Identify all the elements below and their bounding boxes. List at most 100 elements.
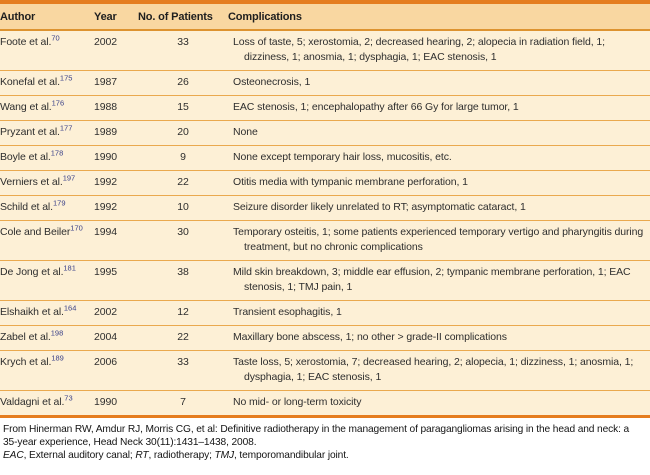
abbreviation-term: TMJ (214, 450, 235, 461)
table-header: Author Year No. of Patients Complication… (0, 4, 650, 31)
complications-cell: Temporary osteitis, 1; some patients exp… (228, 220, 650, 261)
year-cell: 2002 (94, 300, 138, 326)
complications-text: None (233, 126, 258, 138)
year-cell: 1988 (94, 95, 138, 121)
author-name: Cole and Beiler (0, 226, 71, 238)
reference-superscript: 170 (70, 223, 83, 233)
col-header-year: Year (94, 4, 138, 31)
complications-text: Otitis media with tympanic membrane perf… (233, 176, 468, 188)
patients-cell: 30 (138, 220, 228, 261)
patients-cell: 9 (138, 145, 228, 171)
complications-cell: Mild skin breakdown, 3; middle ear effus… (228, 260, 650, 301)
table-row: Zabel et al.198 2004 22 Maxillary bone absc… (0, 325, 650, 351)
table-bottom-rule (0, 415, 650, 418)
author-name: Verniers et al. (0, 176, 63, 188)
year-cell: 1994 (94, 220, 138, 261)
complications-text: Seizure disorder likely unrelated to RT;… (233, 201, 526, 213)
patients-cell: 10 (138, 195, 228, 221)
table-row: De Jong et al.181 1995 38 Mild skin breakdo… (0, 260, 650, 301)
complications-text: Temporary osteitis, 1; some patients exp… (233, 226, 644, 253)
author-cell: Elshaikh et al.164 (0, 300, 94, 326)
table-row: Schild et al.179 1992 10 Seizure disorder l… (0, 195, 650, 221)
table-row: Valdagni et al.73 1990 7 No mid- or long-te… (0, 390, 650, 415)
year-cell: 1992 (94, 170, 138, 196)
table-row: Konefal et al.175 1987 26 Osteonecrosis, 1 (0, 70, 650, 96)
reference-superscript: 178 (50, 148, 64, 158)
patients-cell: 12 (138, 300, 228, 326)
author-cell: Foote et al.70 (0, 30, 94, 71)
page: Author Year No. of Patients Complication… (0, 0, 650, 462)
abbreviation-term: RT (135, 450, 149, 461)
author-cell: Verniers et al.197 (0, 170, 94, 196)
author-name: Elshaikh et al. (0, 306, 64, 318)
complications-text: No mid- or long-term toxicity (233, 396, 362, 408)
author-name: Foote et al. (0, 36, 52, 48)
author-name: Konefal et al. (0, 76, 60, 88)
table-top-rule (0, 0, 650, 4)
complications-cell: EAC stenosis, 1; encephalopathy after 66… (228, 95, 650, 121)
complications-cell: None except temporary hair loss, mucosit… (228, 145, 650, 171)
author-cell: Konefal et al.175 (0, 70, 94, 96)
col-header-patients: No. of Patients (138, 4, 228, 31)
reference-superscript: 189 (51, 353, 64, 363)
author-name: Pryzant et al. (0, 126, 60, 138)
complications-table: Author Year No. of Patients Complication… (0, 4, 650, 415)
complications-cell: Osteonecrosis, 1 (228, 70, 650, 96)
table-row: Boyle et al.178 1990 9 None except temporar… (0, 145, 650, 171)
abbreviations-line: EAC, External auditory canal; RT, radiot… (3, 449, 646, 462)
table-row: Wang et al.176 1988 15 EAC stenosis, 1; enc… (0, 95, 650, 121)
author-name: Krych et al. (0, 356, 52, 368)
complications-cell: Loss of taste, 5; xerostomia, 2; decreas… (228, 30, 650, 71)
abbreviation-definition: , temporomandibular joint. (233, 450, 349, 461)
author-name: Valdagni et al. (0, 396, 65, 408)
complications-cell: None (228, 120, 650, 146)
complications-text: Taste loss, 5; xerostomia, 7; decreased … (233, 356, 634, 383)
year-cell: 1987 (94, 70, 138, 96)
author-cell: De Jong et al.181 (0, 260, 94, 301)
complications-text: Mild skin breakdown, 3; middle ear effus… (233, 266, 631, 293)
year-cell: 2002 (94, 30, 138, 71)
complications-cell: Maxillary bone abscess, 1; no other > gr… (228, 325, 650, 351)
reference-superscript: 181 (63, 263, 76, 273)
table-row: Krych et al.189 2006 33 Taste loss, 5; xero… (0, 350, 650, 391)
header-row: Author Year No. of Patients Complication… (0, 4, 650, 31)
year-cell: 2006 (94, 350, 138, 391)
abbreviation-definition: , External auditory canal; (23, 450, 136, 461)
reference-superscript: 175 (59, 73, 73, 83)
complications-cell: Seizure disorder likely unrelated to RT;… (228, 195, 650, 221)
author-name: Boyle et al. (0, 151, 51, 163)
complications-cell: No mid- or long-term toxicity (228, 390, 650, 415)
complications-text: None except temporary hair loss, mucosit… (233, 151, 452, 163)
complications-cell: Transient esophagitis, 1 (228, 300, 650, 326)
year-cell: 1992 (94, 195, 138, 221)
table-footnotes: From Hinerman RW, Amdur RJ, Morris CG, e… (0, 418, 650, 462)
table-row: Cole and Beiler170 1994 30 Temporary osteit… (0, 220, 650, 261)
patients-cell: 22 (138, 170, 228, 196)
author-cell: Zabel et al.198 (0, 325, 94, 351)
patients-cell: 7 (138, 390, 228, 415)
complications-cell: Otitis media with tympanic membrane perf… (228, 170, 650, 196)
patients-cell: 22 (138, 325, 228, 351)
table-body: Foote et al.70 2002 33 Loss of taste, 5; xe… (0, 30, 650, 415)
complications-text: Transient esophagitis, 1 (233, 306, 342, 318)
year-cell: 2004 (94, 325, 138, 351)
patients-cell: 15 (138, 95, 228, 121)
author-cell: Boyle et al.178 (0, 145, 94, 171)
author-cell: Cole and Beiler170 (0, 220, 94, 261)
complications-text: Osteonecrosis, 1 (233, 76, 311, 88)
author-name: Schild et al. (0, 201, 53, 213)
table-row: Elshaikh et al.164 2002 12 Transient esopha… (0, 300, 650, 326)
reference-superscript: 164 (63, 303, 77, 313)
patients-cell: 26 (138, 70, 228, 96)
reference-superscript: 73 (64, 393, 73, 403)
table-row: Foote et al.70 2002 33 Loss of taste, 5; xe… (0, 30, 650, 71)
reference-superscript: 198 (50, 328, 64, 338)
reference-superscript: 70 (51, 33, 60, 43)
author-name: Wang et al. (0, 101, 52, 113)
year-cell: 1990 (94, 145, 138, 171)
complications-text: Maxillary bone abscess, 1; no other > gr… (233, 331, 507, 343)
author-cell: Valdagni et al.73 (0, 390, 94, 415)
patients-cell: 38 (138, 260, 228, 301)
reference-superscript: 177 (59, 123, 73, 133)
reference-superscript: 197 (62, 173, 76, 183)
